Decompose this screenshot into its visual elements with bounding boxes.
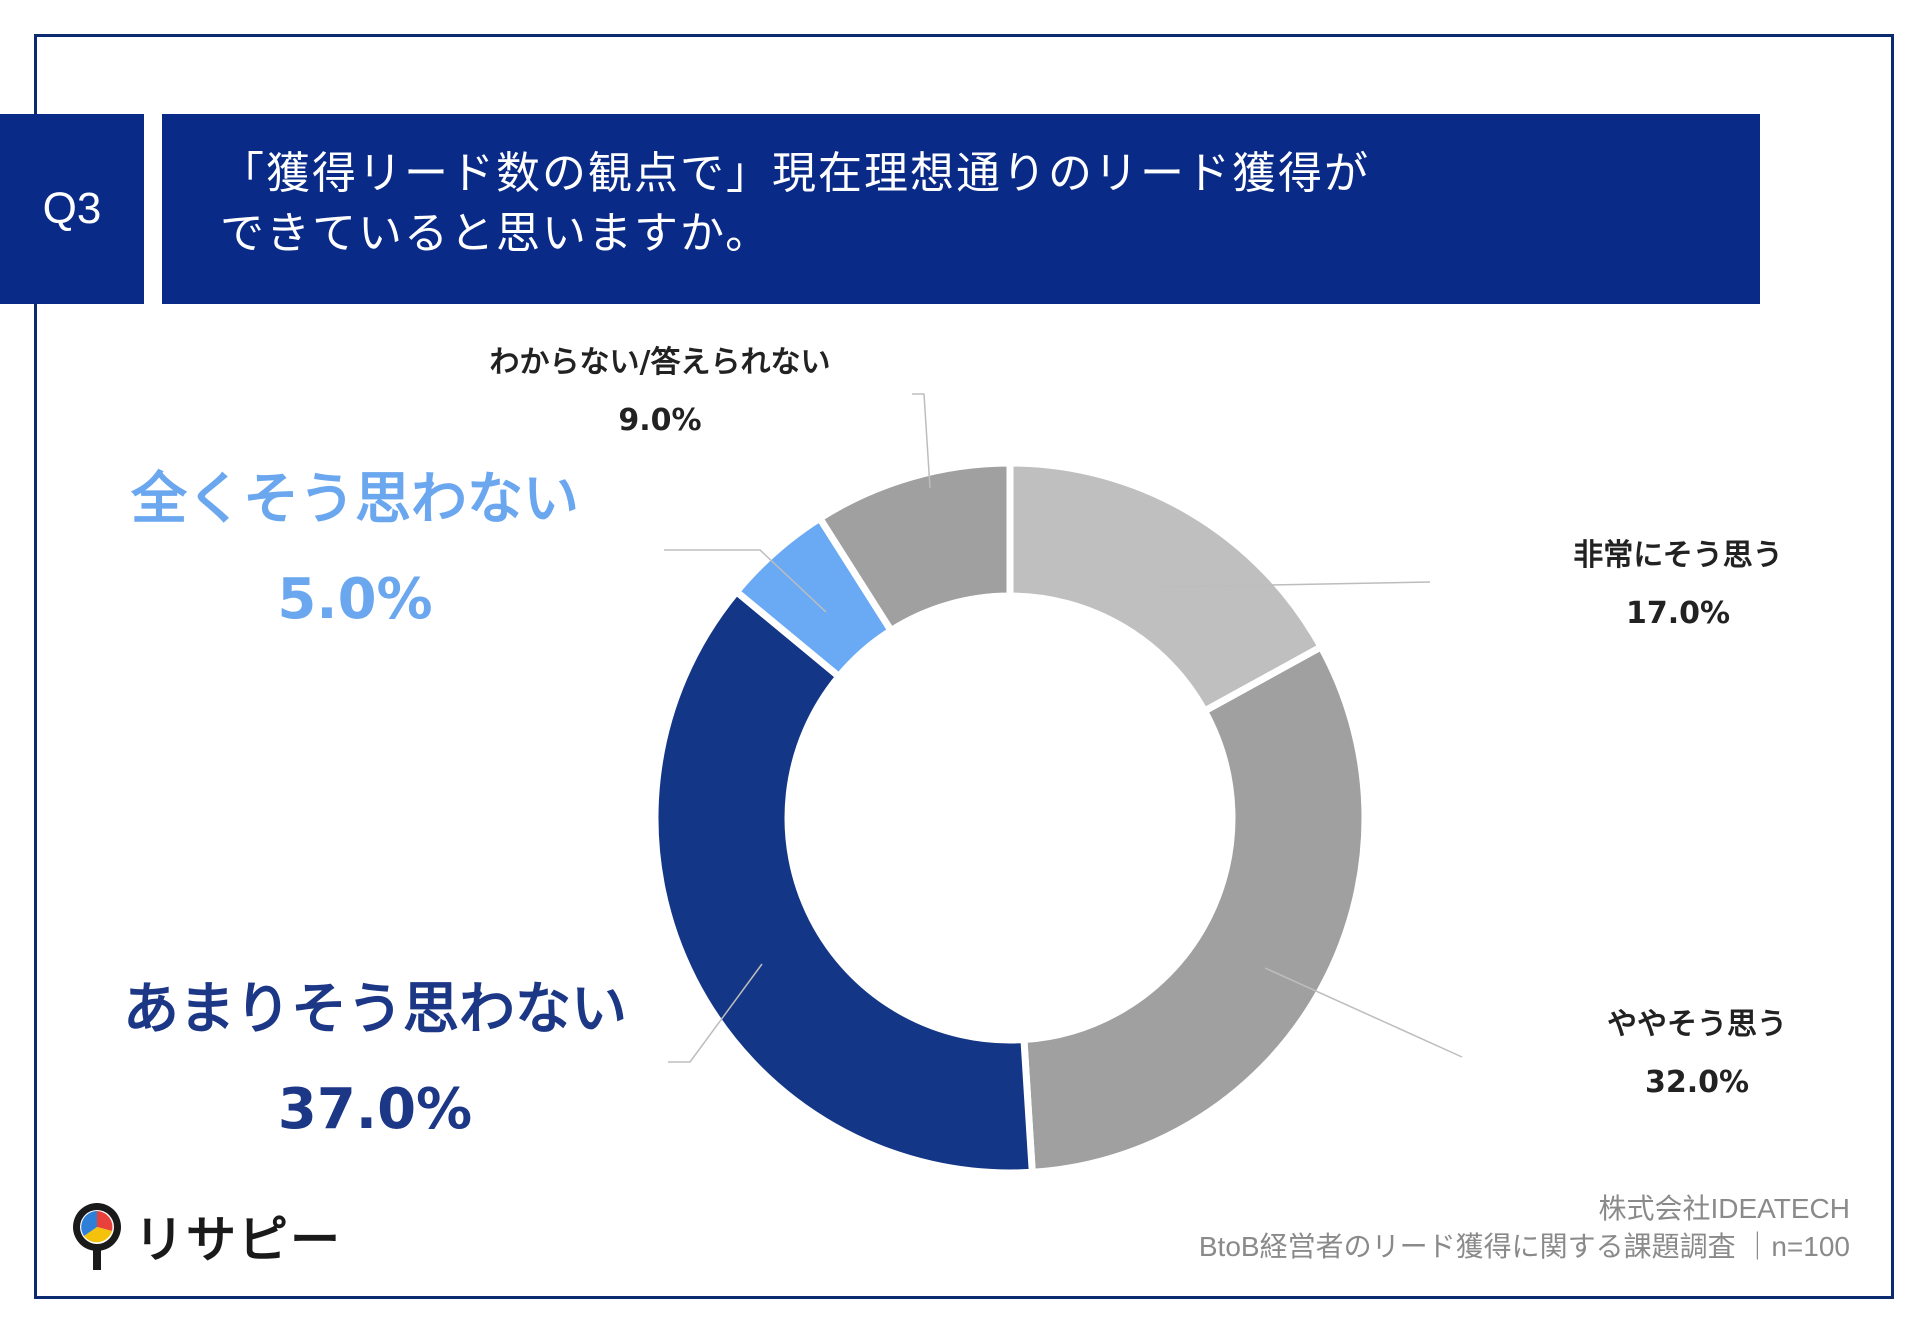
leader-line-hijou xyxy=(1159,581,1431,588)
slice-amari xyxy=(651,586,1037,1177)
slice-label-hijou: 非常にそう思う 17.0% xyxy=(1573,527,1782,643)
slice-name-yaya: ややそう思う xyxy=(1607,1007,1787,1042)
slide-frame xyxy=(34,34,1894,1299)
slice-label-amari: あまりそう思わない 37.0% xyxy=(123,960,627,1160)
logo-pin-icon xyxy=(73,1203,121,1270)
slice-name-hijou: 非常にそう思う xyxy=(1573,538,1783,573)
slice-label-zenzen: 全くそう思わない 5.0% xyxy=(131,450,579,650)
question-number: Q3 xyxy=(42,184,102,233)
slice-value-amari: 37.0% xyxy=(277,1077,473,1142)
slice-value-wakaranai: 9.0% xyxy=(618,403,702,438)
footer-company: 株式会社IDEATECH xyxy=(1598,1193,1851,1224)
slice-name-amari: あまりそう思わない xyxy=(123,977,627,1042)
donut-slices xyxy=(651,459,1369,1177)
question-banner: 「獲得リード数の観点で」現在理想通りのリード獲得が できていると思いますか。 xyxy=(162,114,1760,304)
leader-line-zenzen xyxy=(664,549,827,613)
slice-value-zenzen: 5.0% xyxy=(277,567,433,632)
question-text-line-1: 「獲得リード数の観点で」現在理想通りのリード獲得が xyxy=(220,148,1370,199)
leader-lines xyxy=(664,393,1463,1063)
leader-line-yaya xyxy=(1264,967,1463,1058)
question-badge: Q3 xyxy=(0,114,144,304)
footer-survey: BtoB経営者のリード獲得に関する課題調査 ｜n=100 xyxy=(1198,1231,1850,1262)
slice-value-yaya: 32.0% xyxy=(1644,1065,1750,1100)
footer-credit: 株式会社IDEATECH BtoB経営者のリード獲得に関する課題調査 ｜n=10… xyxy=(1199,1190,1850,1266)
slice-label-yaya: ややそう思う 32.0% xyxy=(1607,996,1787,1112)
risapy-logo: リサピー xyxy=(68,1200,342,1272)
logo-text: リサピー xyxy=(134,1211,342,1269)
leader-line-wakaranai xyxy=(912,393,931,489)
question-text-line-2: できていると思いますか。 xyxy=(220,208,772,259)
slice-label-wakaranai: わからない/答えられない 9.0% xyxy=(490,334,831,450)
slice-name-zenzen: 全くそう思わない xyxy=(131,467,579,532)
slice-value-hijou: 17.0% xyxy=(1625,596,1731,631)
slice-wakaranai xyxy=(814,459,1014,636)
slice-yaya xyxy=(1020,642,1369,1177)
slice-name-wakaranai: わからない/答えられない xyxy=(489,345,831,380)
leader-line-amari xyxy=(668,963,763,1063)
